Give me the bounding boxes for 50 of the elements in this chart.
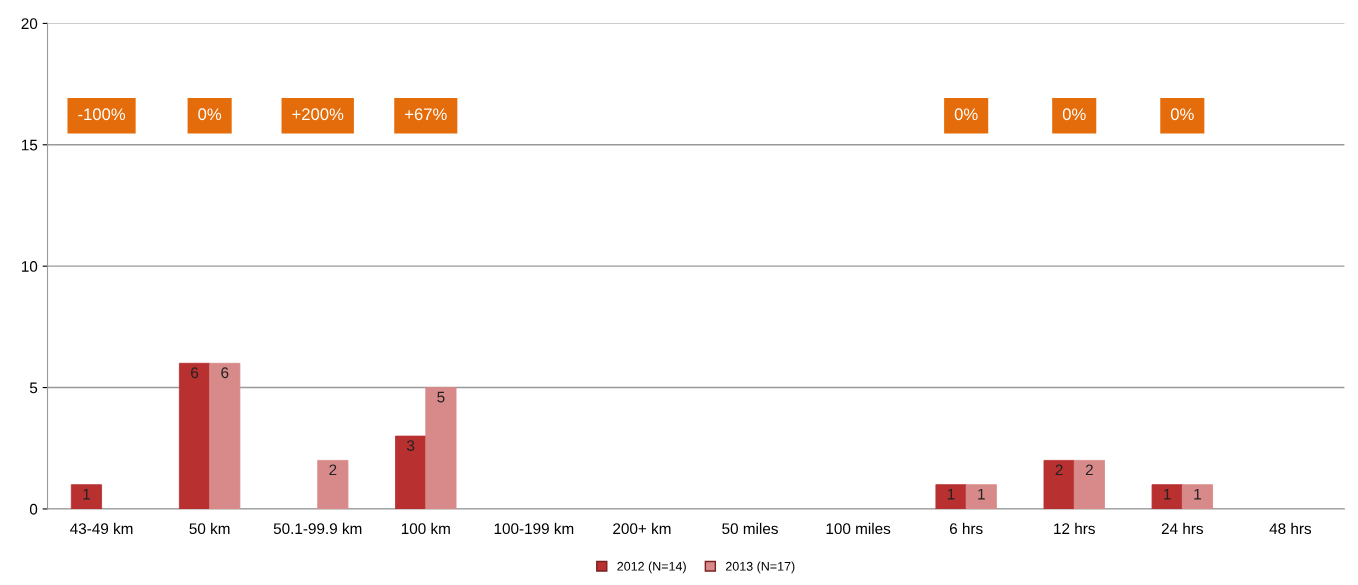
x-tick-label: 100 km — [401, 522, 450, 535]
annotation: +67% — [405, 108, 447, 121]
data-label: 1 — [1164, 488, 1171, 500]
bar — [209, 362, 241, 509]
x-tick-label: 200+ km — [613, 522, 671, 535]
data-label: 2 — [1085, 464, 1093, 476]
x-tick-label: 12 hrs — [1054, 522, 1095, 535]
x-tick-label: 50 km — [189, 522, 230, 535]
legend-label: 2013 (N=17) — [725, 561, 795, 574]
bar — [395, 435, 427, 509]
x-tick-label: 100-199 km — [494, 522, 574, 535]
x-tick-label: 50.1-99.9 km — [273, 522, 362, 535]
annotation: 0% — [1062, 108, 1086, 121]
y-tick-label: 5 — [29, 382, 38, 394]
y-tick-label: 15 — [21, 139, 38, 151]
data-label: 1 — [1194, 488, 1201, 500]
data-label: 3 — [406, 440, 415, 451]
bar — [178, 362, 211, 509]
bar — [70, 484, 102, 509]
annotation: 0% — [954, 108, 978, 121]
data-label: 1 — [83, 488, 90, 500]
data-label: 1 — [978, 488, 985, 500]
bar — [1073, 459, 1105, 509]
bar — [317, 459, 349, 509]
x-tick-label: 6 hrs — [949, 522, 983, 535]
x-tick-label: 24 hrs — [1161, 522, 1203, 535]
data-label: 6 — [191, 367, 199, 379]
y-tick-label: 10 — [21, 261, 38, 272]
bar — [425, 387, 457, 509]
annotation: 0% — [1170, 108, 1194, 121]
y-tick-label: 20 — [21, 18, 38, 30]
data-label: 2 — [1055, 464, 1063, 476]
data-label: 6 — [221, 367, 229, 379]
data-label: 2 — [329, 464, 337, 476]
x-tick-label: 48 hrs — [1269, 522, 1312, 535]
bar — [1181, 484, 1213, 509]
data-label: 1 — [947, 488, 955, 500]
y-tick-label: 0 — [29, 503, 38, 515]
annotation: +200% — [292, 108, 344, 121]
legend-label: 2012 (N=14) — [617, 561, 686, 574]
bar — [965, 484, 997, 509]
data-label: 5 — [437, 391, 445, 403]
x-tick-label: 43-49 km — [70, 522, 133, 535]
annotation: 0% — [198, 108, 222, 121]
annotation: -100% — [78, 108, 126, 121]
x-tick-label: 50 miles — [722, 522, 778, 535]
x-tick-label: 100 miles — [826, 522, 891, 535]
bar — [935, 484, 967, 509]
bar — [1043, 459, 1075, 509]
bar — [1151, 484, 1183, 509]
